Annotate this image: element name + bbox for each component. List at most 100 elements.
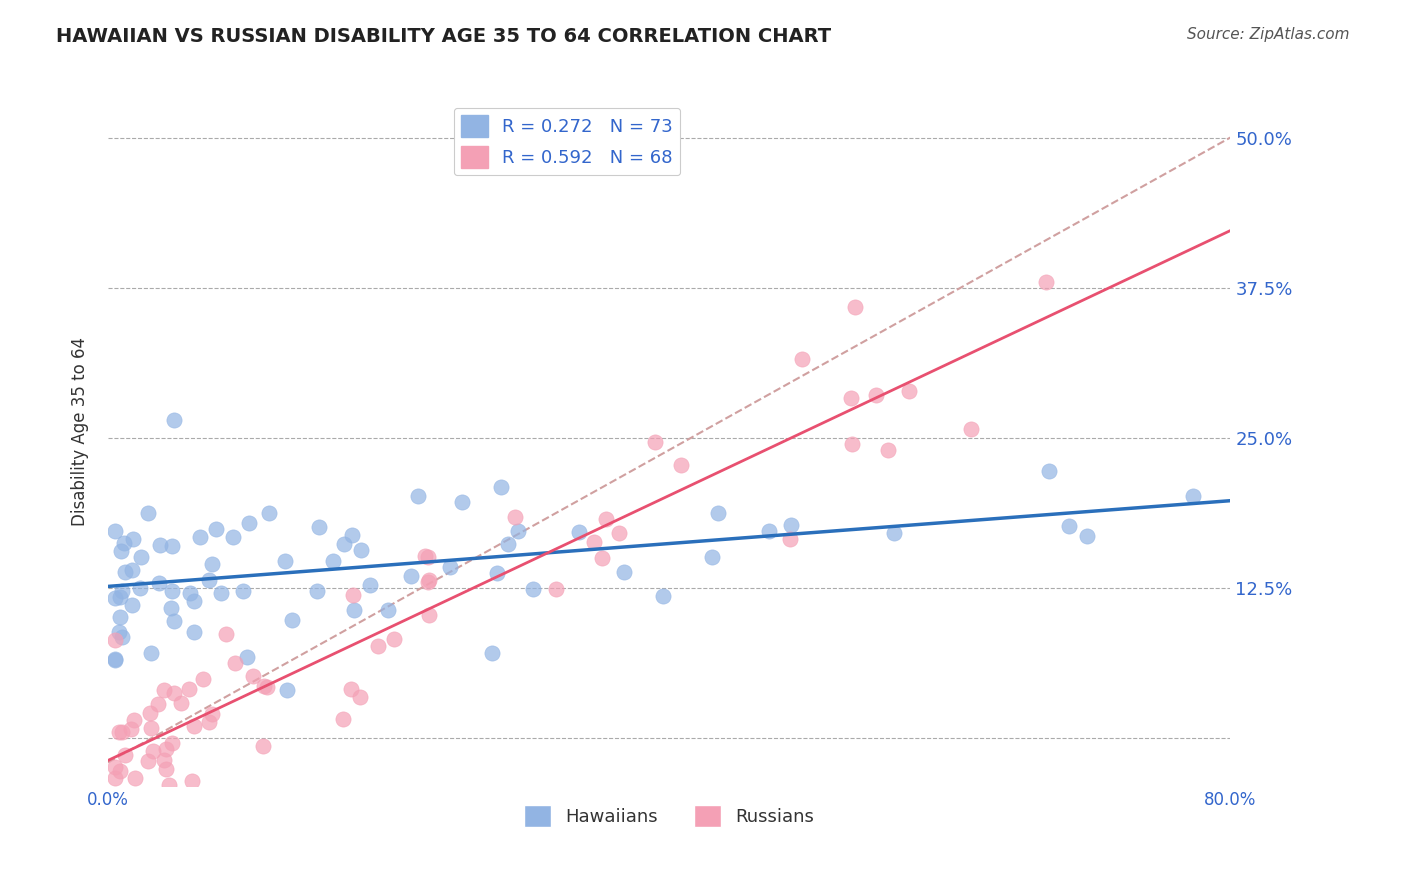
Point [104, 591, 127, 605]
Point [108, 610, 131, 624]
Point [700, 550, 723, 565]
Point [707, 506, 730, 520]
Point [163, 686, 186, 700]
Point [129, 550, 152, 565]
Point [595, 511, 617, 525]
Point [865, 388, 887, 402]
Point [333, 537, 356, 551]
Point [491, 480, 513, 494]
Point [450, 495, 472, 509]
Point [160, 540, 183, 554]
Point [779, 517, 801, 532]
Point [305, 583, 328, 598]
Point [155, 742, 177, 756]
Point [149, 539, 172, 553]
Point [162, 584, 184, 599]
Point [183, 593, 205, 607]
Point [340, 528, 363, 542]
Point [418, 573, 440, 587]
Point [242, 669, 264, 683]
Point [157, 778, 180, 792]
Point [790, 352, 813, 367]
Y-axis label: Disability Age 35 to 64: Disability Age 35 to 64 [72, 337, 89, 526]
Point [139, 721, 162, 735]
Point [198, 715, 221, 730]
Point [104, 791, 127, 805]
Point [522, 582, 544, 596]
Point [406, 489, 429, 503]
Point [308, 520, 330, 534]
Point [232, 583, 254, 598]
Point [508, 524, 530, 539]
Point [107, 624, 129, 639]
Point [399, 569, 422, 583]
Point [104, 653, 127, 667]
Point [877, 442, 900, 457]
Point [960, 422, 983, 436]
Point [582, 534, 605, 549]
Point [644, 434, 666, 449]
Point [215, 627, 238, 641]
Point [111, 630, 134, 644]
Point [136, 755, 159, 769]
Point [177, 681, 200, 696]
Point [136, 506, 159, 520]
Point [111, 583, 134, 598]
Point [108, 764, 131, 778]
Point [651, 589, 673, 603]
Point [349, 543, 371, 558]
Point [367, 639, 389, 653]
Point [104, 524, 127, 538]
Point [110, 544, 132, 558]
Point [1076, 529, 1098, 543]
Point [104, 652, 127, 666]
Point [224, 656, 246, 670]
Point [332, 712, 354, 726]
Point [201, 707, 224, 722]
Point [107, 725, 129, 739]
Point [124, 771, 146, 785]
Point [281, 613, 304, 627]
Point [180, 774, 202, 789]
Point [201, 557, 224, 571]
Point [418, 549, 440, 564]
Point [256, 680, 278, 694]
Point [198, 574, 221, 588]
Point [844, 301, 866, 315]
Point [439, 560, 461, 574]
Point [122, 533, 145, 547]
Legend: Hawaiians, Russians: Hawaiians, Russians [516, 797, 821, 834]
Point [544, 582, 567, 597]
Point [121, 563, 143, 577]
Point [496, 536, 519, 550]
Point [222, 530, 245, 544]
Point [418, 574, 440, 589]
Point [148, 576, 170, 591]
Point [179, 586, 201, 600]
Point [153, 752, 176, 766]
Point [163, 413, 186, 427]
Point [183, 625, 205, 640]
Point [669, 458, 692, 472]
Point [139, 706, 162, 720]
Point [607, 526, 630, 541]
Point [253, 679, 276, 693]
Point [139, 646, 162, 660]
Point [758, 524, 780, 539]
Point [613, 565, 636, 579]
Point [155, 762, 177, 776]
Point [160, 601, 183, 615]
Text: Source: ZipAtlas.com: Source: ZipAtlas.com [1187, 27, 1350, 42]
Point [170, 696, 193, 710]
Point [142, 743, 165, 757]
Point [209, 586, 232, 600]
Point [257, 506, 280, 520]
Point [153, 682, 176, 697]
Point [118, 791, 141, 805]
Point [1057, 519, 1080, 533]
Point [104, 632, 127, 647]
Point [1182, 489, 1205, 503]
Point [883, 526, 905, 541]
Point [112, 536, 135, 550]
Point [481, 646, 503, 660]
